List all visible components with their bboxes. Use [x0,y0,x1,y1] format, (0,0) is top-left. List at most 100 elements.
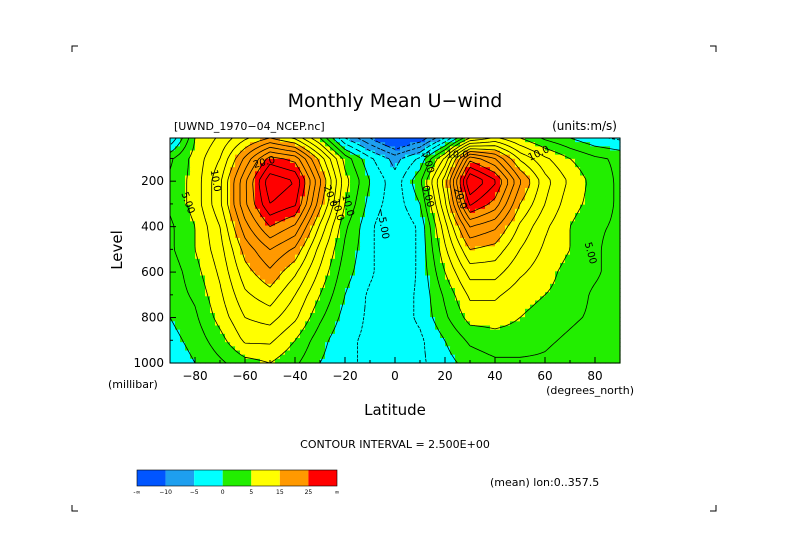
field-cell [435,163,441,168]
field-cell [310,271,316,277]
field-cell [495,275,501,281]
field-cell [345,338,351,343]
contour-line [169,137,621,364]
field-cell [590,300,596,306]
field-cell [580,275,586,281]
field-cell [265,313,271,318]
field-cell [295,292,301,297]
field-cell [235,321,241,327]
field-cell [505,196,511,202]
field-cell [395,233,401,239]
field-cell [350,358,356,364]
field-cell [295,188,301,193]
field-cell [510,250,516,256]
field-cell [370,221,376,227]
field-cell [460,292,466,297]
field-cell [175,254,181,260]
field-cell [565,329,571,335]
field-cell [310,263,316,268]
field-cell [600,342,606,347]
field-cell [470,204,476,210]
field-cell [290,163,296,168]
field-cell [590,146,596,152]
field-cell [270,254,276,260]
field-cell [250,271,256,277]
field-cell [170,275,176,281]
field-cell [355,317,361,322]
field-cell [405,154,411,160]
field-cell [570,258,576,264]
field-cell [315,296,321,302]
field-cell [330,158,336,164]
field-cell [255,154,261,160]
field-cell [370,238,376,243]
field-cell [605,279,611,285]
field-cell [180,192,186,197]
field-cell [215,325,221,331]
field-cell [170,217,176,222]
field-cell [515,313,521,318]
field-cell [400,346,406,352]
field-cell [345,292,351,297]
field-cell [210,321,216,327]
field-cell [205,333,211,339]
field-cell [220,154,226,160]
field-cell [420,192,426,197]
field-cell [345,321,351,327]
field-cell [575,183,581,189]
field-cell [560,188,566,193]
field-cell [415,225,421,231]
field-cell [380,333,386,339]
field-cell [575,329,581,335]
field-cell [515,254,521,260]
field-cell [430,179,436,185]
field-cell [540,329,546,335]
field-cell [480,288,486,293]
field-cell [575,317,581,322]
field-cell [430,292,436,297]
field-cell [595,250,601,256]
field-cell [285,204,291,210]
field-cell [600,333,606,339]
field-cell [270,342,276,347]
field-cell [430,313,436,318]
field-cell [585,146,591,152]
field-cell [385,233,391,239]
field-cell [595,192,601,197]
field-cell [585,196,591,202]
field-cell [420,292,426,297]
field-cell [525,142,531,147]
field-cell [420,342,426,347]
field-cell [255,288,261,293]
field-cell [325,158,331,164]
field-cell [525,325,531,331]
field-cell [595,313,601,318]
field-cell [195,179,201,185]
field-cell [180,142,186,147]
field-cell [525,238,531,243]
field-cell [350,325,356,331]
field-cell [385,333,391,339]
field-cell [415,333,421,339]
field-cell [595,308,601,314]
field-cell [285,242,291,247]
field-cell [615,283,621,289]
field-cell [200,338,206,343]
field-cell [345,163,351,168]
field-cell [450,225,456,231]
field-cell [190,304,196,310]
field-cell [285,279,291,285]
field-cell [285,313,291,318]
field-cell [440,358,446,364]
field-cell [400,254,406,260]
field-cell [410,171,416,177]
field-cell [305,142,311,147]
field-cell [550,358,556,364]
field-cell [570,217,576,222]
field-cell [420,183,426,189]
field-cell [215,275,221,281]
field-cell [270,175,276,181]
field-cell [280,238,286,243]
field-cell [385,167,391,172]
field-cell [455,313,461,318]
